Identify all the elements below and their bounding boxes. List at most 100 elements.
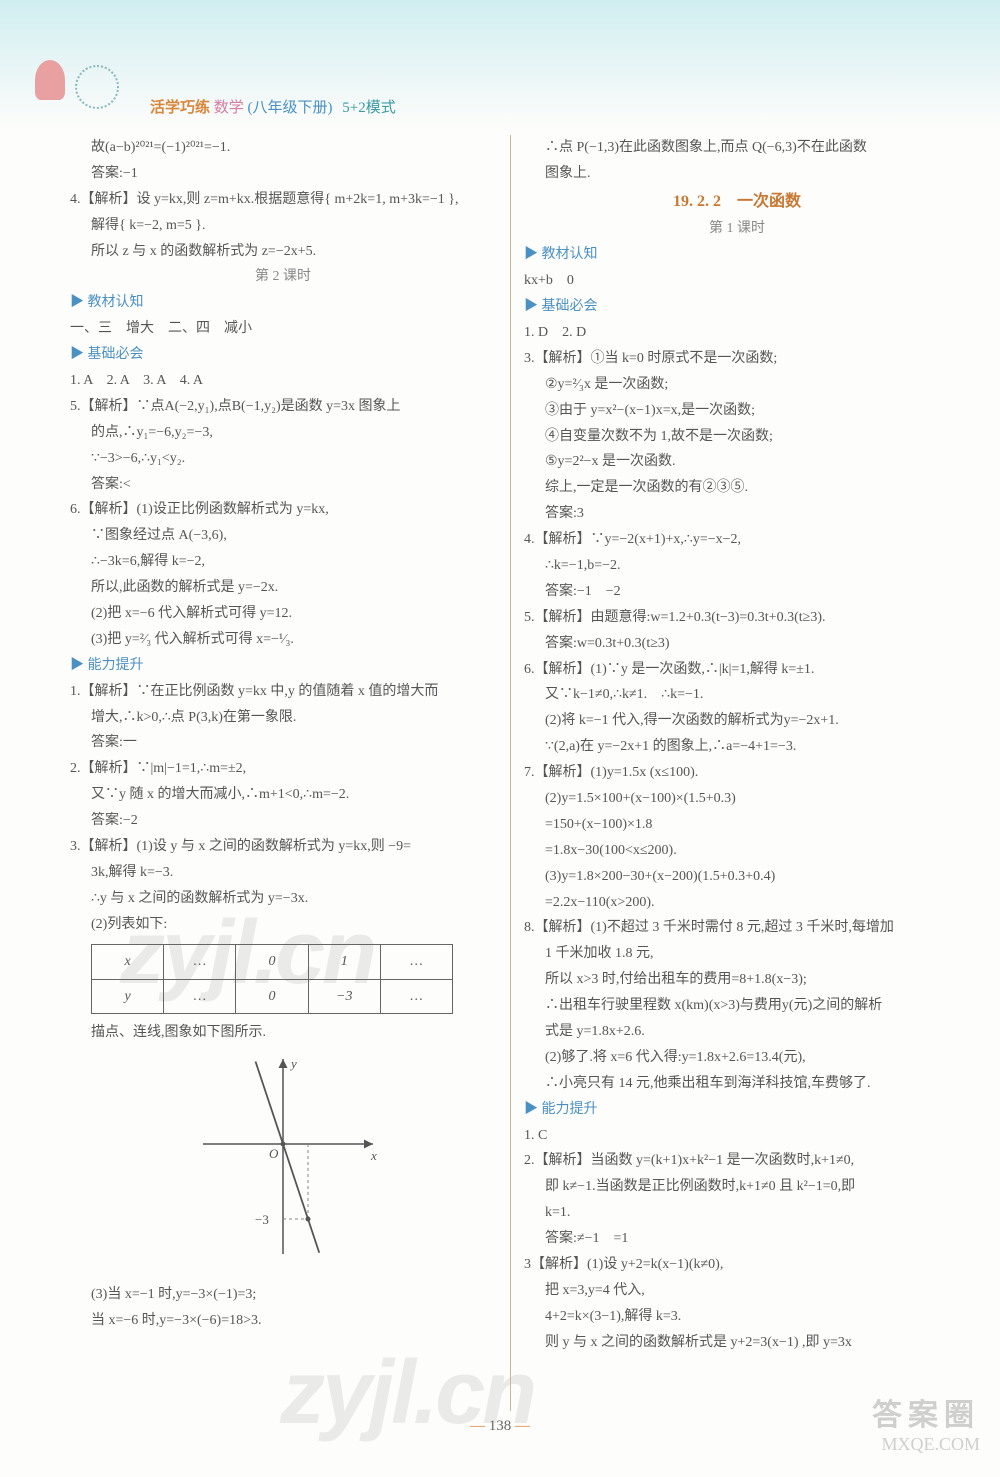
text-line: ④自变量次数不为 1,故不是一次函数; — [524, 424, 950, 450]
svg-text:−3: −3 — [255, 1212, 269, 1227]
text-line: 1.【解析】∵在正比例函数 y=kx 中,y 的值随着 x 值的增大而 — [70, 679, 496, 705]
title-part4: 5+2模式 — [342, 100, 395, 116]
table-cell: −3 — [308, 979, 380, 1014]
text-line: 6.【解析】(1)∵y 是一次函数,∴|k|=1,解得 k=±1. — [524, 657, 950, 683]
text-line: ②y=²⁄₃x 是一次函数; — [524, 372, 950, 398]
text-line: ∴y 与 x 之间的函数解析式为 y=−3x. — [70, 886, 496, 912]
text-line: 故(a−b)²⁰²¹=(−1)²⁰²¹=−1. — [70, 135, 496, 161]
text-line: 5.【解析】由题意得:w=1.2+0.3(t−3)=0.3t+0.3(t≥3). — [524, 605, 950, 631]
text-line: 式是 y=1.8x+2.6. — [524, 1019, 950, 1045]
text-line: 3k,解得 k=−3. — [70, 860, 496, 886]
table-row: y … 0 −3 … — [92, 979, 453, 1014]
table-cell: 0 — [236, 979, 308, 1014]
svg-text:O: O — [269, 1146, 279, 1161]
footer-brand-name: 答案圈 — [872, 1398, 980, 1434]
text-line: ∴出租车行驶里程数 x(km)(x>3)与费用y(元)之间的解析 — [524, 993, 950, 1019]
text-line: 答案:−2 — [70, 808, 496, 834]
text-line: 5.【解析】∵点A(−2,y₁),点B(−1,y₂)是函数 y=3x 图象上 — [70, 394, 496, 420]
text-line: ▶ 基础必会 — [524, 294, 950, 320]
text-line: (2)将 k=−1 代入,得一次函数的解析式为y=−2x+1. — [524, 708, 950, 734]
text-line: =2.2x−110(x>200). — [524, 890, 950, 916]
text-line: 1 千米加收 1.8 元, — [524, 941, 950, 967]
table-cell: y — [92, 979, 164, 1014]
text-line: 2.【解析】当函数 y=(k+1)x+k²−1 是一次函数时,k+1≠0, — [524, 1148, 950, 1174]
text-line: 3.【解析】①当 k=0 时原式不是一次函数; — [524, 346, 950, 372]
svg-text:x: x — [370, 1148, 377, 1163]
text-line: ∴点 P(−1,3)在此函数图象上,而点 Q(−6,3)不在此函数 — [524, 135, 950, 161]
text-line: 第 1 课时 — [524, 216, 950, 242]
text-line: 答案:w=0.3t+0.3(t≥3) — [524, 631, 950, 657]
text-line: 4.【解析】∵y=−2(x+1)+x,∴y=−x−2, — [524, 527, 950, 553]
text-line: 把 x=3,y=4 代入, — [524, 1278, 950, 1304]
logo-figure-icon — [35, 60, 65, 100]
main-content: 故(a−b)²⁰²¹=(−1)²⁰²¹=−1.答案:−14.【解析】设 y=kx… — [70, 135, 950, 1411]
title-part3: (八年级下册) — [248, 100, 333, 116]
text-line: 1. D 2. D — [524, 320, 950, 346]
text-line: ▶ 教材认知 — [524, 242, 950, 268]
text-line: 答案:−1 — [70, 161, 496, 187]
footer-brand: 答案圈 MXQE.COM — [872, 1398, 980, 1456]
text-line: 描点、连线,图象如下图所示. — [70, 1020, 496, 1046]
text-line: ∵图象经过点 A(−3,6), — [70, 523, 496, 549]
text-line: 3.【解析】(1)设 y 与 x 之间的函数解析式为 y=kx,则 −9= — [70, 834, 496, 860]
text-line: 3【解析】(1)设 y+2=k(x−1)(k≠0), — [524, 1252, 950, 1278]
text-line: kx+b 0 — [524, 268, 950, 294]
text-line: 所以 z 与 x 的函数解析式为 z=−2x+5. — [70, 239, 496, 265]
text-line: 19. 2. 2 一次函数 — [524, 187, 950, 217]
footer-brand-url: MXQE.COM — [872, 1434, 980, 1456]
text-line: ∴小亮只有 14 元,他乘出租车到海洋科技馆,车费够了. — [524, 1071, 950, 1097]
text-line: (2)把 x=−6 代入解析式可得 y=12. — [70, 601, 496, 627]
data-table-q3: x … 0 1 … y … 0 −3 … — [91, 944, 453, 1015]
text-line: 答案:−1 −2 — [524, 579, 950, 605]
text-line: 1. C — [524, 1123, 950, 1149]
text-line: ▶ 基础必会 — [70, 342, 496, 368]
text-line: (2)列表如下: — [70, 912, 496, 938]
text-line: 答案:3 — [524, 501, 950, 527]
text-line: =1.8x−30(100<x≤200). — [524, 838, 950, 864]
logo — [25, 55, 125, 115]
table-cell: x — [92, 944, 164, 979]
text-line: 所以,此函数的解析式是 y=−2x. — [70, 575, 496, 601]
text-line: 又∵k−1≠0,∴k≠1. ∴k=−1. — [524, 682, 950, 708]
text-line: (3)把 y=²⁄₃ 代入解析式可得 x=−¹⁄₃. — [70, 627, 496, 653]
text-line: 2.【解析】∵|m|−1=1,∴m=±2, — [70, 756, 496, 782]
text-line: 解得{ k=−2, m=5 }. — [70, 213, 496, 239]
text-line: 的点,∴y₁=−6,y₂=−3, — [70, 420, 496, 446]
line-chart: Ox y −3 — [70, 1054, 496, 1274]
text-line: ⑤y=2²−x 是一次函数. — [524, 449, 950, 475]
text-line: 则 y 与 x 之间的函数解析式是 y+2=3(x−1) ,即 y=3x — [524, 1330, 950, 1356]
text-line: (2)够了.将 x=6 代入得:y=1.8x+2.6=13.4(元), — [524, 1045, 950, 1071]
svg-text:y: y — [289, 1056, 297, 1071]
text-line: 6.【解析】(1)设正比例函数解析式为 y=kx, — [70, 497, 496, 523]
text-line: 又∵y 随 x 的增大而减小,∴m+1<0,∴m=−2. — [70, 782, 496, 808]
table-cell: … — [164, 979, 236, 1014]
table-cell: … — [380, 979, 452, 1014]
table-row: x … 0 1 … — [92, 944, 453, 979]
text-line: 所以 x>3 时,付给出租车的费用=8+1.8(x−3); — [524, 967, 950, 993]
text-line: ③由于 y=x²−(x−1)x=x,是一次函数; — [524, 398, 950, 424]
text-line: (2)y=1.5×100+(x−100)×(1.5+0.3) — [524, 786, 950, 812]
text-line: 综上,一定是一次函数的有②③⑤. — [524, 475, 950, 501]
text-line: ▶ 教材认知 — [70, 290, 496, 316]
text-line: ▶ 能力提升 — [70, 653, 496, 679]
text-line: 8.【解析】(1)不超过 3 千米时需付 8 元,超过 3 千米时,每增加 — [524, 915, 950, 941]
text-line: 1. A 2. A 3. A 4. A — [70, 368, 496, 394]
text-line: k=1. — [524, 1200, 950, 1226]
text-line: 当 x=−6 时,y=−3×(−6)=18>3. — [70, 1308, 496, 1334]
text-line: 答案:≠−1 =1 — [524, 1226, 950, 1252]
text-line: (3)y=1.8×200−30+(x−200)(1.5+0.3+0.4) — [524, 864, 950, 890]
table-cell: 0 — [236, 944, 308, 979]
logo-circle-icon — [75, 65, 119, 109]
text-line: 图象上. — [524, 161, 950, 187]
text-line: 4+2=k×(3−1),解得 k=3. — [524, 1304, 950, 1330]
text-line: 增大,∴k>0,∴点 P(3,k)在第一象限. — [70, 705, 496, 731]
text-line: 第 2 课时 — [70, 264, 496, 290]
title-part1: 活学巧练 — [150, 100, 210, 116]
text-line: 4.【解析】设 y=kx,则 z=m+kx.根据题意得{ m+2k=1, m+3… — [70, 187, 496, 213]
text-line: ∴k=−1,b=−2. — [524, 553, 950, 579]
chart-svg: Ox y −3 — [183, 1054, 383, 1264]
text-line: ∴−3k=6,解得 k=−2, — [70, 549, 496, 575]
text-line: ∵(2,a)在 y=−2x+1 的图象上,∴a=−4+1=−3. — [524, 734, 950, 760]
text-line: 一、三 增大 二、四 减小 — [70, 316, 496, 342]
text-line: ▶ 能力提升 — [524, 1097, 950, 1123]
